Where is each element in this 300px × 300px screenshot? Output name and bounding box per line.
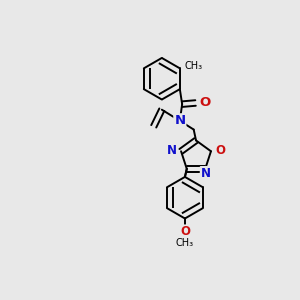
Text: CH₃: CH₃ [185,61,203,71]
Text: N: N [174,114,185,127]
Text: O: O [215,144,225,157]
Text: O: O [200,97,211,110]
Text: CH₃: CH₃ [176,238,194,248]
Text: N: N [201,167,211,180]
Text: O: O [180,225,190,239]
Text: N: N [167,144,177,157]
